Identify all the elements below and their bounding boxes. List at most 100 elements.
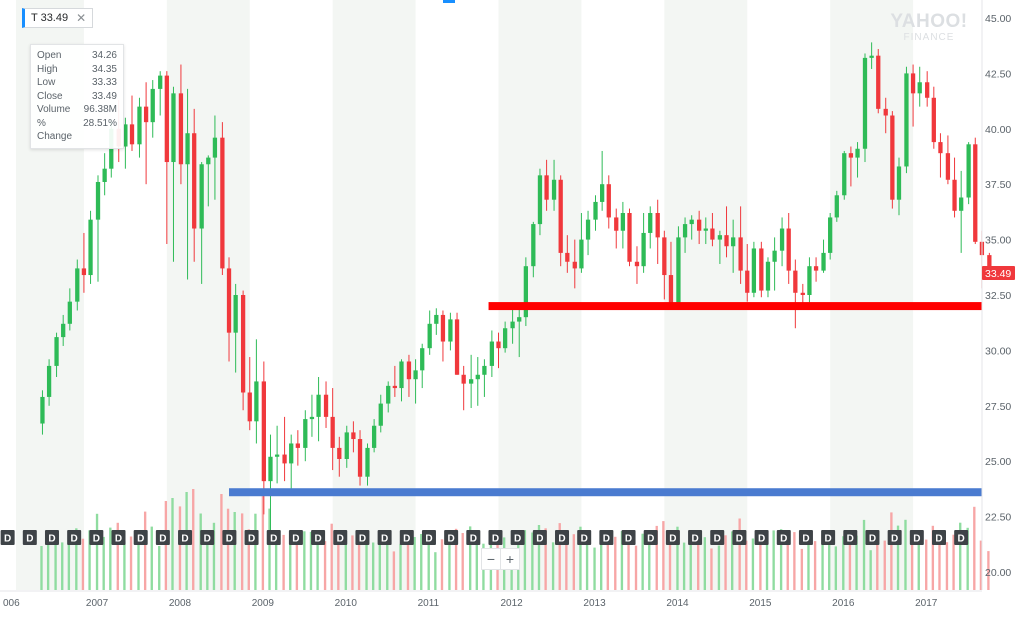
candle-body	[150, 88, 155, 123]
volume-bar	[309, 531, 313, 590]
volume-bar	[316, 536, 319, 590]
volume-bar	[828, 543, 831, 590]
candle-body	[641, 232, 646, 267]
dividend-label: D	[381, 534, 388, 545]
volume-bar	[378, 537, 381, 590]
close-icon[interactable]: ✕	[76, 11, 87, 25]
dividend-label: D	[48, 534, 55, 545]
dividend-marker: D	[311, 530, 326, 545]
candle-body	[952, 179, 957, 211]
ohlc-label: Volume	[37, 104, 71, 115]
candle-body	[489, 341, 495, 366]
volume-bar	[226, 508, 230, 590]
volume-bar	[247, 529, 250, 590]
volume-bar	[344, 533, 347, 590]
zoom-in-button[interactable]: +	[500, 549, 519, 569]
x-tick-label: 2011	[418, 598, 440, 609]
candle-body	[330, 416, 335, 448]
candle-body	[413, 370, 418, 380]
dividend-badge	[288, 530, 303, 545]
candle-body	[448, 319, 453, 342]
candle-body	[634, 261, 640, 267]
candle-body	[274, 454, 280, 457]
dividend-label: D	[625, 534, 632, 545]
candle-body	[185, 133, 190, 165]
dividend-badge	[865, 530, 880, 545]
dividend-label: D	[492, 534, 499, 545]
volume-bar	[697, 537, 700, 590]
dividend-badge	[421, 530, 436, 545]
volume-bar	[925, 539, 928, 590]
volume-bar	[240, 513, 244, 590]
dividend-badge	[178, 530, 193, 545]
volume-bar	[620, 531, 624, 590]
candle-body	[938, 142, 943, 154]
dividend-label: D	[825, 534, 832, 545]
candle-body	[502, 328, 508, 349]
dividend-marker: D	[200, 530, 215, 545]
candle-body	[143, 106, 149, 123]
volume-bar	[81, 538, 85, 590]
volume-bar	[95, 513, 99, 590]
ohlc-label: High	[37, 63, 58, 75]
candle-body	[731, 237, 736, 247]
candle-body	[848, 153, 854, 158]
zoom-out-button[interactable]: −	[486, 551, 496, 567]
logo-line2: FINANCE	[903, 32, 955, 43]
volume-bar	[917, 540, 920, 590]
candle-body	[240, 295, 246, 393]
candle-body	[966, 144, 971, 198]
dividend-badge	[89, 530, 104, 545]
candle-body	[171, 93, 176, 163]
ohlc-row-change: % Change 28.51%	[37, 117, 117, 144]
dividend-badge	[931, 530, 946, 545]
y-tick-label: 30.00	[985, 345, 1011, 357]
dividend-marker: D	[0, 530, 15, 545]
candle-body	[572, 261, 577, 269]
dividend-badge	[200, 530, 215, 545]
dividend-badge	[44, 530, 59, 545]
volume-bar	[717, 545, 721, 590]
dividend-marker: D	[488, 530, 503, 545]
ohlc-value: 33.49	[91, 90, 117, 102]
dividend-marker: D	[44, 530, 59, 545]
x-tick-label: 2016	[832, 598, 855, 609]
dividend-badge	[909, 530, 924, 545]
candle-body	[862, 57, 868, 149]
candle-body	[158, 75, 163, 89]
dividend-badge	[798, 530, 813, 545]
volume-bar	[386, 537, 389, 590]
candle-body	[959, 197, 964, 211]
candle-body	[75, 268, 80, 302]
candle-body	[164, 75, 169, 163]
candle-body	[724, 235, 729, 247]
candle-body	[482, 365, 487, 375]
dividend-label: D	[913, 534, 920, 545]
volume-bar	[931, 525, 935, 590]
y-tick-label: 25.00	[985, 456, 1011, 468]
volume-bar	[710, 548, 713, 590]
candle-body	[807, 266, 812, 295]
dividend-label: D	[536, 534, 543, 545]
ticker-chip[interactable]: T 33.49 ✕	[22, 8, 94, 28]
candle-body	[655, 213, 660, 238]
candle-body	[855, 148, 860, 158]
candle-body	[904, 73, 909, 167]
dividend-label: D	[669, 534, 676, 545]
dividend-label: D	[26, 534, 33, 545]
y-tick-label: 32.50	[985, 290, 1011, 302]
candle-body	[67, 301, 72, 324]
candle-body	[434, 314, 439, 324]
dividend-marker: D	[532, 530, 547, 545]
dividend-marker: D	[355, 530, 370, 545]
candle-body	[268, 456, 273, 482]
dividend-marker: D	[222, 530, 237, 545]
candle-body	[813, 266, 819, 271]
dividend-label: D	[958, 534, 965, 545]
candle-body	[531, 224, 536, 267]
zoom-controls: − +	[481, 548, 520, 570]
volume-bar	[75, 528, 78, 590]
volume-bar	[274, 540, 278, 590]
